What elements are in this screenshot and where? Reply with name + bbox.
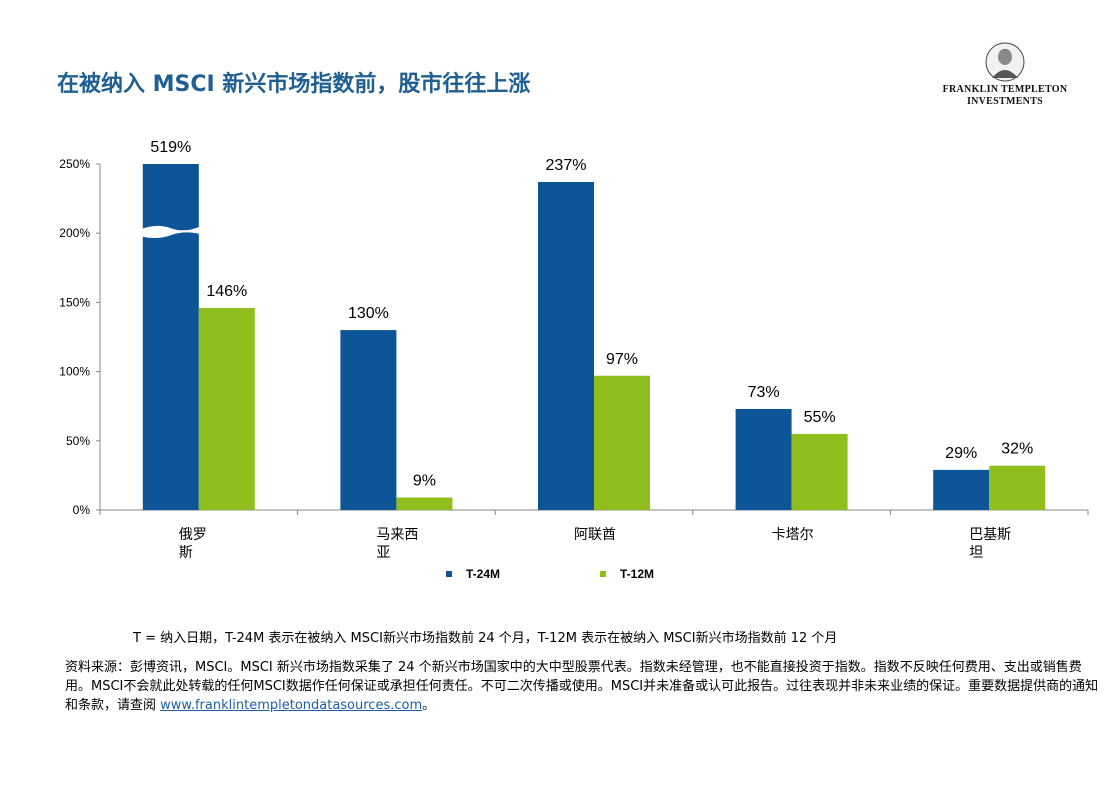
bar-T-24M-1 [340, 330, 397, 510]
data-label: 73% [748, 384, 780, 401]
y-tick-label: 0% [73, 503, 91, 517]
data-label: 237% [546, 157, 587, 174]
data-label: 29% [945, 445, 977, 462]
franklin-templeton-logo: FRANKLIN TEMPLETON INVESTMENTS [930, 40, 1080, 110]
y-tick-label: 100% [59, 365, 90, 379]
data-label: 519% [150, 139, 191, 156]
source-disclaimer: 资料来源：彭博资讯，MSCI。MSCI 新兴市场指数采集了 24 个新兴市场国家… [65, 658, 1105, 715]
data-label: 97% [606, 351, 638, 368]
x-tick-label: 坦 [969, 545, 983, 561]
bar-T-24M-0 [142, 164, 199, 510]
source-end: 。 [422, 698, 436, 713]
data-label: 130% [348, 305, 389, 322]
x-tick-label: 斯 [179, 545, 193, 561]
bar-chart: 0% 50% 100% 150% 200% 250% 519% 146% 俄罗斯 130% 9% 马来… [59, 139, 1089, 581]
data-sources-link[interactable]: www.franklintempletondatasources.com [160, 698, 423, 713]
bar-T-12M-0 [198, 307, 255, 510]
data-label: 32% [1001, 441, 1033, 458]
bar-T-12M-2 [594, 375, 650, 510]
legend-swatch [446, 571, 452, 577]
x-tick-label: 卡塔尔 [772, 527, 814, 543]
data-label: 146% [206, 283, 247, 300]
x-tick-label: 俄罗 [179, 527, 207, 543]
legend-swatch [600, 571, 606, 577]
legend-entry: T-24M [466, 567, 500, 581]
x-tick-label: 亚 [376, 545, 390, 561]
logo-line-2: INVESTMENTS [966, 96, 1044, 107]
logo-line-1: FRANKLIN TEMPLETON [942, 84, 1068, 95]
legend-entry: T-12M [620, 567, 654, 581]
bar-T-24M-4 [933, 469, 990, 510]
x-tick-label: 巴基斯 [969, 526, 1011, 543]
source-text: 资料来源：彭博资讯，MSCI。MSCI 新兴市场指数采集了 24 个新兴市场国家… [65, 660, 1099, 713]
bar-T-24M-3 [735, 408, 792, 510]
y-tick-label: 200% [59, 226, 90, 240]
bar-T-12M-1 [396, 497, 453, 510]
x-tick-label: 马来西 [376, 527, 418, 543]
y-tick-label: 250% [59, 157, 90, 171]
bar-T-12M-4 [989, 465, 1046, 510]
y-tick-label: 50% [66, 434, 90, 448]
bar-T-12M-3 [791, 433, 848, 510]
portrait-medallion-icon [985, 42, 1025, 82]
footnote: T = 纳入日期，T-24M 表示在被纳入 MSCI新兴市场指数前 24 个月，… [133, 631, 838, 646]
y-tick-label: 150% [59, 295, 90, 309]
page-title: 在被纳入 MSCI 新兴市场指数前，股市往往上涨 [57, 72, 531, 97]
data-label: 55% [804, 409, 836, 426]
axis-break [140, 225, 201, 238]
data-label: 9% [413, 473, 436, 490]
x-tick-label: 阿联酋 [574, 526, 616, 543]
bar-T-24M-2 [538, 181, 594, 510]
